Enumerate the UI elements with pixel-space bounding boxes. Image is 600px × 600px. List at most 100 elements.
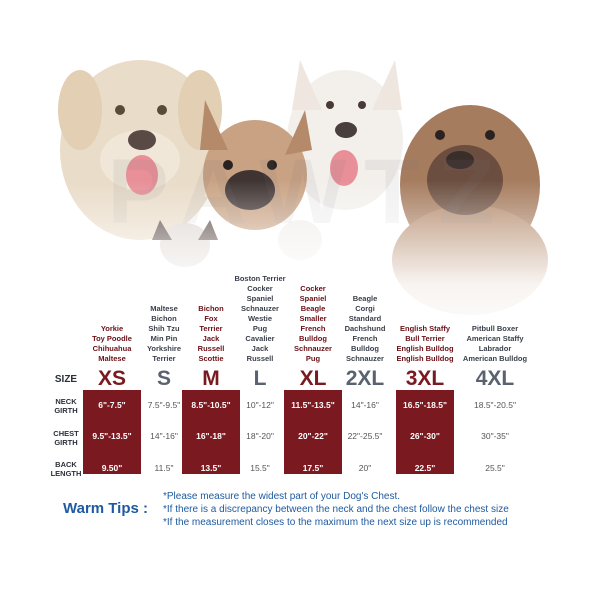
size-label: 2XL [345, 367, 385, 390]
breed-name: Fox [204, 314, 218, 323]
breed-name: Bulldog [351, 344, 379, 353]
breed-name: Westie [247, 314, 273, 323]
breed-name: Toy Poodle [92, 334, 132, 343]
size-highlight-band [396, 390, 454, 474]
breed-name: Corgi [355, 304, 375, 313]
breed-name: Bichon [198, 304, 224, 313]
size-highlight-band [83, 390, 141, 474]
breed-name: Maltese [150, 304, 178, 313]
breed-name: Cocker [247, 284, 273, 293]
breed-name: Min Pin [150, 334, 178, 343]
breed-list: Maltese Bichon Shih Tzu Min Pin Yorkshire Ter… [127, 304, 201, 364]
breed-name: Russell [246, 354, 274, 363]
neck-measurement: 18.5"-20.5" [474, 400, 516, 410]
breed-name: Spaniel [246, 294, 274, 303]
size-label: 3XL [405, 367, 445, 390]
breed-name: Cocker [300, 284, 326, 293]
breed-list: English Staffy Bull Terrier English Bulldo… [388, 324, 462, 364]
chest-measurement: 30"-35" [481, 431, 509, 441]
chest-measurement: 26"-30" [410, 431, 440, 441]
breed-list: Pitbull Boxer American Staffy Labrador Amer… [458, 324, 532, 364]
breed-name: Yorkshire [146, 344, 182, 353]
neck-measurement: 16.5"-18.5" [403, 400, 447, 410]
breed-name: Dachshund [344, 324, 386, 333]
tip-line: *If the measurement closes to the maximu… [163, 517, 508, 528]
size-label: 4XL [475, 367, 515, 390]
chest-measurement: 20"-22" [298, 431, 328, 441]
breed-name: Pug [252, 324, 268, 333]
breed-name: Pug [305, 354, 321, 363]
chest-measurement: 16"-18" [196, 431, 226, 441]
photo-fade [0, 180, 600, 340]
neck-measurement: 11.5"-13.5" [291, 400, 335, 410]
back-measurement: 9.50" [101, 463, 123, 473]
breed-name: Maltese [98, 354, 126, 363]
breed-list: Beagle Corgi Standard Dachshund French Bulldo… [328, 294, 402, 364]
breed-name: Shih Tzu [148, 324, 180, 333]
breed-name: Yorkie [100, 324, 124, 333]
breed-name: French [352, 334, 378, 343]
tip-line: *If there is a discrepancy between the n… [163, 504, 509, 515]
breed-name: Jack [202, 334, 220, 343]
breed-name: Terrier [152, 354, 176, 363]
chest-measurement: 9.5"-13.5" [92, 431, 132, 441]
breed-list: Yorkie Toy Poodle Chihuahua Maltese [75, 324, 149, 364]
breed-name: Bulldog [299, 334, 327, 343]
neck-measurement: 8.5"-10.5" [191, 400, 231, 410]
size-highlight-band [284, 390, 342, 474]
breed-name: Scottie [198, 354, 224, 363]
tip-line: *Please measure the widest part of your … [163, 491, 401, 502]
size-label: XL [299, 367, 327, 390]
breed-name: Cavalier [245, 334, 275, 343]
breed-name: Bull Terrier [405, 334, 445, 343]
breed-name: English Bulldog [396, 354, 454, 363]
breed-name: Jack [251, 344, 269, 353]
back-length-label: BACK LENGTH [50, 460, 82, 478]
size-row-label: SIZE [54, 374, 78, 385]
breed-name: American Bulldog [462, 354, 528, 363]
back-measurement: 20" [358, 463, 372, 473]
breed-name: English Staffy [399, 324, 450, 333]
size-label: S [156, 367, 171, 390]
size-label: M [202, 367, 220, 390]
breed-list: Boston Terrier Cocker Spaniel Schnauzer West… [223, 274, 297, 364]
chest-measurement: 14"-16" [150, 431, 178, 441]
breed-name: Labrador [478, 344, 512, 353]
size-highlight-band [182, 390, 240, 474]
breed-name: Beagle [300, 304, 326, 313]
breed-name: American Staffy [466, 334, 524, 343]
breed-name: French [300, 324, 326, 333]
breed-name: Russell [197, 344, 225, 353]
breed-name: Pitbull Boxer [471, 324, 519, 333]
breed-name: Spaniel [299, 294, 327, 303]
breed-name: Schnauzer [294, 344, 332, 353]
warm-tips-list: *Please measure the widest part of your … [163, 490, 509, 529]
breed-name: Chihuahua [92, 344, 132, 353]
back-measurement: 17.5" [302, 463, 324, 473]
size-label: L [253, 367, 267, 390]
chest-measurement: 18"-20" [246, 431, 274, 441]
breed-name: Terrier [199, 324, 223, 333]
breed-name: Beagle [352, 294, 378, 303]
back-measurement: 25.5" [485, 463, 505, 473]
chest-measurement: 22"-25.5" [347, 431, 383, 441]
breed-name: Bichon [151, 314, 177, 323]
neck-measurement: 10"-12" [246, 400, 274, 410]
neck-girth-label: NECK GIRTH [54, 397, 78, 415]
chest-girth-label: CHEST GIRTH [53, 429, 79, 447]
back-measurement: 15.5" [250, 463, 270, 473]
breed-list: Cocker Spaniel Beagle Smaller French Bulldog S… [276, 284, 350, 364]
breed-name: English Bulldog [396, 344, 454, 353]
breed-name: Schnauzer [241, 304, 279, 313]
neck-measurement: 14"-16" [351, 400, 379, 410]
back-measurement: 22.5" [414, 463, 436, 473]
neck-measurement: 6"-7.5" [98, 400, 126, 410]
breed-name: Smaller [299, 314, 327, 323]
back-measurement: 11.5" [154, 463, 174, 473]
breed-name: Standard [348, 314, 382, 323]
size-label: XS [97, 367, 126, 390]
warm-tips-title: Warm Tips : [63, 500, 149, 517]
neck-measurement: 7.5"-9.5" [147, 400, 181, 410]
back-measurement: 13.5" [200, 463, 222, 473]
breed-name: Schnauzer [346, 354, 384, 363]
